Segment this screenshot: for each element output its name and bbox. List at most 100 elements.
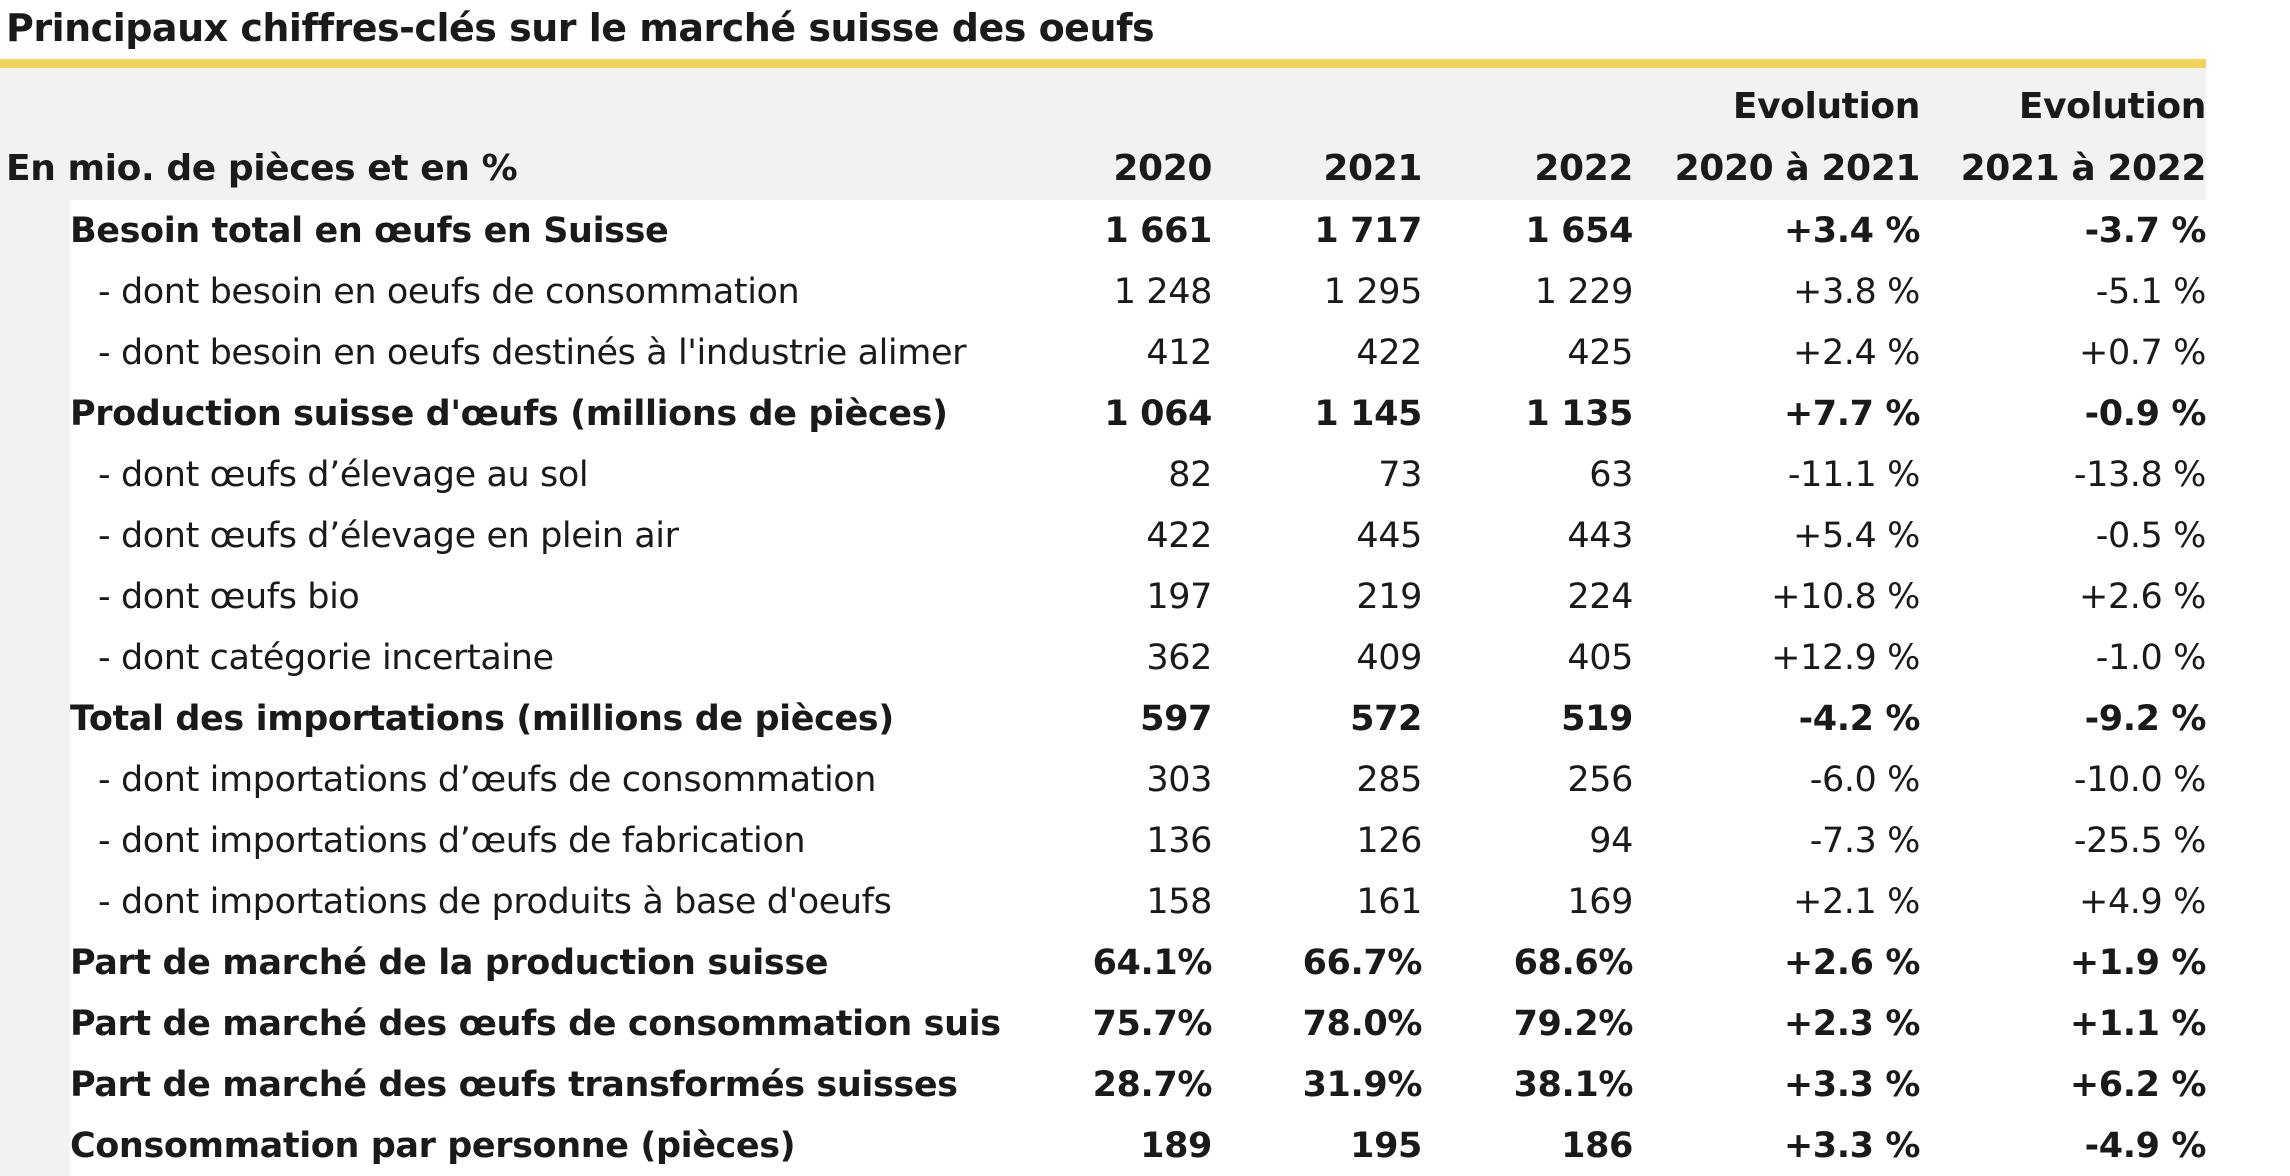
evolution-2020-2021: +2.3 % xyxy=(1783,1003,1920,1044)
row-label: - dont besoin en oeufs de consommation xyxy=(98,271,800,312)
value-2020: 362 xyxy=(1146,637,1212,678)
table-row: - dont importations de produits à base d… xyxy=(70,871,2206,932)
evolution-2020-2021: +10.8 % xyxy=(1771,576,1920,617)
evolution-2020-2021: +2.6 % xyxy=(1783,942,1920,983)
table-row: - dont œufs d’élevage en plein air 422 4… xyxy=(70,505,2206,566)
title-underline xyxy=(0,59,2206,68)
value-2020: 422 xyxy=(1146,515,1212,556)
value-2022: 169 xyxy=(1567,881,1633,922)
value-2021: 66.7% xyxy=(1302,942,1422,983)
evolution-2021-2022: +0.7 % xyxy=(2079,332,2206,373)
row-label: Part de marché des œufs transformés suis… xyxy=(70,1064,958,1105)
evolution-2021-2022: -1.0 % xyxy=(2095,637,2206,678)
table-body: Besoin total en œufs en Suisse 1 661 1 7… xyxy=(70,200,2206,1176)
value-2021: 31.9% xyxy=(1302,1064,1422,1105)
value-2022: 1 654 xyxy=(1525,210,1633,251)
evolution-2021-2022: +6.2 % xyxy=(2069,1064,2206,1105)
year-header-2020: 2020 xyxy=(1113,148,1212,189)
evolution-2021-2022: +1.1 % xyxy=(2069,1003,2206,1044)
unit-label-header: En mio. de pièces et en % xyxy=(6,148,518,189)
value-2022: 94 xyxy=(1589,820,1633,861)
evolution-2021-2022: -10.0 % xyxy=(2073,759,2206,800)
evolution-2020-2021: +3.3 % xyxy=(1783,1064,1920,1105)
table-row: - dont œufs d’élevage au sol 82 73 63 -1… xyxy=(70,444,2206,505)
value-2020: 1 064 xyxy=(1104,393,1212,434)
value-2021: 422 xyxy=(1356,332,1422,373)
value-2020: 189 xyxy=(1140,1125,1212,1166)
value-2021: 1 145 xyxy=(1314,393,1422,434)
evolution2-header-bottom: 2021 à 2022 xyxy=(1960,148,2207,189)
value-2022: 63 xyxy=(1589,454,1633,495)
header-band xyxy=(0,68,2206,200)
value-2020: 75.7% xyxy=(1092,1003,1212,1044)
value-2021: 445 xyxy=(1356,515,1422,556)
row-label: Part de marché de la production suisse xyxy=(70,942,829,983)
evolution-2021-2022: -4.9 % xyxy=(2084,1125,2206,1166)
table-row: - dont œufs bio 197 219 224 +10.8 % +2.6… xyxy=(70,566,2206,627)
table-row: Part de marché de la production suisse 6… xyxy=(70,932,2206,993)
table-row: Total des importations (millions de pièc… xyxy=(70,688,2206,749)
row-label: Total des importations (millions de pièc… xyxy=(70,698,894,739)
evolution1-header-bottom: 2020 à 2021 xyxy=(1674,148,1921,189)
row-label: - dont œufs bio xyxy=(98,576,360,617)
value-2021: 409 xyxy=(1356,637,1422,678)
value-2022: 224 xyxy=(1567,576,1633,617)
row-label: - dont œufs d’élevage au sol xyxy=(98,454,589,495)
evolution-2020-2021: +12.9 % xyxy=(1771,637,1920,678)
table-row: Besoin total en œufs en Suisse 1 661 1 7… xyxy=(70,200,2206,261)
value-2020: 82 xyxy=(1168,454,1212,495)
table-row: Production suisse d'œufs (millions de pi… xyxy=(70,383,2206,444)
value-2021: 161 xyxy=(1356,881,1422,922)
row-label: - dont œufs d’élevage en plein air xyxy=(98,515,679,556)
value-2020: 1 661 xyxy=(1104,210,1212,251)
table-row: - dont importations d’œufs de consommati… xyxy=(70,749,2206,810)
evolution-2020-2021: +2.1 % xyxy=(1793,881,1920,922)
value-2022: 1 229 xyxy=(1534,271,1633,312)
table-row: - dont catégorie incertaine 362 409 405 … xyxy=(70,627,2206,688)
value-2020: 64.1% xyxy=(1092,942,1212,983)
evolution-2021-2022: +1.9 % xyxy=(2069,942,2206,983)
value-2020: 1 248 xyxy=(1113,271,1212,312)
evolution-2021-2022: -25.5 % xyxy=(2073,820,2206,861)
value-2022: 443 xyxy=(1567,515,1633,556)
evolution2-header-top: Evolution xyxy=(2018,86,2206,127)
evolution-2021-2022: -13.8 % xyxy=(2073,454,2206,495)
evolution-2020-2021: +3.3 % xyxy=(1783,1125,1920,1166)
table-row: - dont besoin en oeufs destinés à l'indu… xyxy=(70,322,2206,383)
evolution-2020-2021: +5.4 % xyxy=(1793,515,1920,556)
value-2022: 68.6% xyxy=(1513,942,1633,983)
value-2021: 219 xyxy=(1356,576,1422,617)
value-2022: 256 xyxy=(1567,759,1633,800)
value-2020: 136 xyxy=(1146,820,1212,861)
evolution-2020-2021: -4.2 % xyxy=(1798,698,1920,739)
evolution-2020-2021: +3.8 % xyxy=(1793,271,1920,312)
table-row: Part de marché des œufs de consommation … xyxy=(70,993,2206,1054)
evolution-2020-2021: +3.4 % xyxy=(1783,210,1920,251)
value-2021: 78.0% xyxy=(1302,1003,1422,1044)
value-2021: 1 295 xyxy=(1323,271,1422,312)
value-2020: 197 xyxy=(1146,576,1212,617)
evolution-2021-2022: -0.5 % xyxy=(2095,515,2206,556)
table-row: - dont besoin en oeufs de consommation 1… xyxy=(70,261,2206,322)
value-2022: 519 xyxy=(1561,698,1633,739)
value-2022: 186 xyxy=(1561,1125,1633,1166)
table-row: - dont importations d’œufs de fabricatio… xyxy=(70,810,2206,871)
value-2021: 1 717 xyxy=(1314,210,1422,251)
left-indent-strip xyxy=(0,200,70,1176)
market-figures-table: Besoin total en œufs en Suisse 1 661 1 7… xyxy=(70,200,2206,1176)
row-label: - dont catégorie incertaine xyxy=(98,637,554,678)
row-label: - dont importations d’œufs de consommati… xyxy=(98,759,877,800)
value-2021: 126 xyxy=(1356,820,1422,861)
value-2022: 1 135 xyxy=(1525,393,1633,434)
evolution-2020-2021: +2.4 % xyxy=(1793,332,1920,373)
evolution-2021-2022: -3.7 % xyxy=(2084,210,2206,251)
value-2021: 195 xyxy=(1350,1125,1422,1166)
table-row: Consommation par personne (pièces) 189 1… xyxy=(70,1115,2206,1176)
evolution-2021-2022: -5.1 % xyxy=(2095,271,2206,312)
value-2021: 572 xyxy=(1350,698,1422,739)
value-2020: 597 xyxy=(1140,698,1212,739)
evolution-2021-2022: -9.2 % xyxy=(2084,698,2206,739)
evolution-2020-2021: -6.0 % xyxy=(1809,759,1920,800)
row-label: Besoin total en œufs en Suisse xyxy=(70,210,669,251)
value-2021: 285 xyxy=(1356,759,1422,800)
